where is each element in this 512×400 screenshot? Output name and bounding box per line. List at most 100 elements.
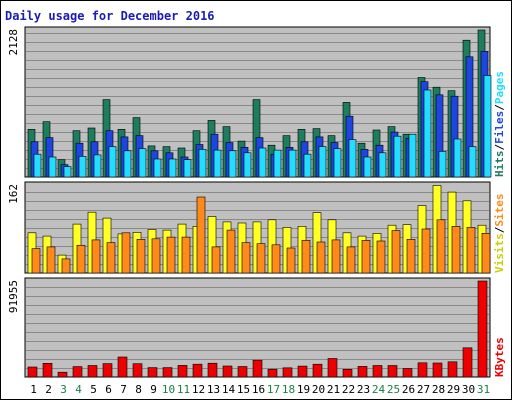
legend-entry-pages: Pages: [493, 71, 506, 104]
bar-kbytes-day-5: [87, 365, 98, 378]
bar-sites-day-12: [196, 196, 206, 274]
bar-kbytes-day-7: [117, 356, 128, 378]
bar-pages-day-9: [153, 158, 162, 178]
bar-pages-day-30: [468, 146, 477, 178]
bar-sites-day-7: [121, 232, 131, 274]
ymax-label: 162: [7, 184, 20, 204]
day-label-26: 26: [402, 383, 415, 396]
bar-sites-day-28: [436, 219, 446, 274]
bar-pages-day-4: [78, 156, 87, 178]
bar-pages-day-29: [453, 138, 462, 178]
day-label-20: 20: [312, 383, 325, 396]
bar-kbytes-day-14: [222, 365, 233, 378]
legend-entry-hits: Hits: [493, 151, 506, 178]
legend-separator: /: [493, 144, 506, 151]
legend-entry-visits: Visits: [493, 233, 506, 273]
bar-sites-day-26: [406, 239, 416, 274]
bar-pages-day-3: [63, 166, 72, 178]
day-label-19: 19: [297, 383, 310, 396]
bar-pages-day-21: [333, 148, 342, 178]
bar-sites-day-10: [166, 236, 176, 274]
bar-pages-day-22: [348, 139, 357, 178]
day-label-18: 18: [282, 383, 295, 396]
day-labels: 1 2 3 4 5 6 7 8 9 10 11 12 13 14 15 16 17 18 19 20 21 22 23 24 2…: [30, 383, 490, 396]
day-label-14: 14: [222, 383, 236, 396]
bar-sites-day-24: [376, 240, 386, 274]
legend-entry-files: Files: [493, 111, 506, 144]
ymax-label: 91955: [7, 280, 20, 313]
bar-sites-day-11: [181, 236, 191, 274]
day-label-30: 30: [462, 383, 475, 396]
bar-kbytes-day-10: [162, 367, 173, 378]
bar-kbytes-day-23: [357, 366, 368, 378]
day-label-11: 11: [177, 383, 190, 396]
bar-sites-day-8: [136, 239, 146, 274]
bar-sites-day-2: [46, 246, 56, 274]
day-label-15: 15: [237, 383, 250, 396]
bar-sites-day-30: [466, 227, 476, 274]
bar-kbytes-day-17: [267, 368, 278, 378]
bars-kbytes: [27, 280, 488, 378]
day-label-17: 17: [267, 383, 280, 396]
bar-kbytes-day-28: [432, 362, 443, 378]
bar-kbytes-day-29: [447, 361, 458, 378]
bar-sites-day-27: [421, 228, 431, 274]
bar-pages-day-14: [228, 150, 237, 178]
bar-kbytes-day-8: [132, 363, 143, 378]
day-label-28: 28: [432, 383, 445, 396]
bar-pages-day-2: [48, 156, 57, 178]
bar-kbytes-day-31: [477, 280, 488, 378]
bar-sites-day-4: [76, 245, 86, 274]
bar-pages-day-16: [258, 147, 267, 178]
day-label-12: 12: [192, 383, 205, 396]
day-label-9: 9: [150, 383, 157, 396]
day-label-10: 10: [162, 383, 175, 396]
panel-visits-sites: 162 Visits/Sites: [7, 181, 506, 275]
bar-sites-day-17: [271, 244, 281, 274]
day-label-4: 4: [75, 383, 82, 396]
day-label-29: 29: [447, 383, 460, 396]
bar-pages-day-13: [213, 149, 222, 178]
bar-sites-day-15: [241, 242, 251, 274]
bar-pages-day-18: [288, 149, 297, 178]
day-label-24: 24: [372, 383, 386, 396]
day-label-8: 8: [135, 383, 142, 396]
bar-kbytes-day-18: [282, 367, 293, 378]
bar-sites-day-6: [106, 242, 116, 274]
panel-kbytes: 91955 KBytes: [7, 277, 506, 379]
bar-pages-day-27: [423, 89, 432, 178]
bar-pages-day-10: [168, 158, 177, 178]
bar-kbytes-day-19: [297, 365, 308, 378]
bar-sites-day-19: [301, 240, 311, 274]
legend: Hits/Files/Pages: [493, 71, 506, 177]
bar-kbytes-day-1: [27, 366, 38, 378]
day-label-22: 22: [342, 383, 355, 396]
legend-separator: /: [493, 104, 506, 111]
bar-kbytes-day-3: [57, 371, 68, 378]
bars-visits-sites: [27, 185, 491, 274]
bar-pages-day-19: [303, 153, 312, 178]
bar-pages-day-5: [93, 154, 102, 178]
bar-pages-day-11: [183, 159, 192, 178]
bar-pages-day-24: [378, 152, 387, 178]
day-label-25: 25: [387, 383, 400, 396]
bar-kbytes-day-12: [192, 363, 203, 378]
bar-kbytes-day-2: [42, 362, 53, 378]
bar-kbytes-day-20: [312, 363, 323, 378]
bar-pages-day-23: [363, 156, 372, 178]
bar-sites-day-1: [31, 248, 41, 274]
day-label-3: 3: [60, 383, 67, 396]
bar-pages-day-26: [408, 133, 417, 178]
bar-sites-day-21: [331, 239, 341, 274]
bar-kbytes-day-22: [342, 368, 353, 378]
day-label-23: 23: [357, 383, 370, 396]
chart-title: Daily usage for December 2016: [5, 9, 215, 23]
bar-sites-day-3: [61, 258, 71, 274]
bar-kbytes-day-6: [102, 363, 113, 378]
day-label-2: 2: [45, 383, 52, 396]
bar-pages-day-31: [483, 75, 492, 178]
legend: Visits/Sites: [493, 194, 506, 274]
legend: KBytes: [493, 337, 506, 377]
